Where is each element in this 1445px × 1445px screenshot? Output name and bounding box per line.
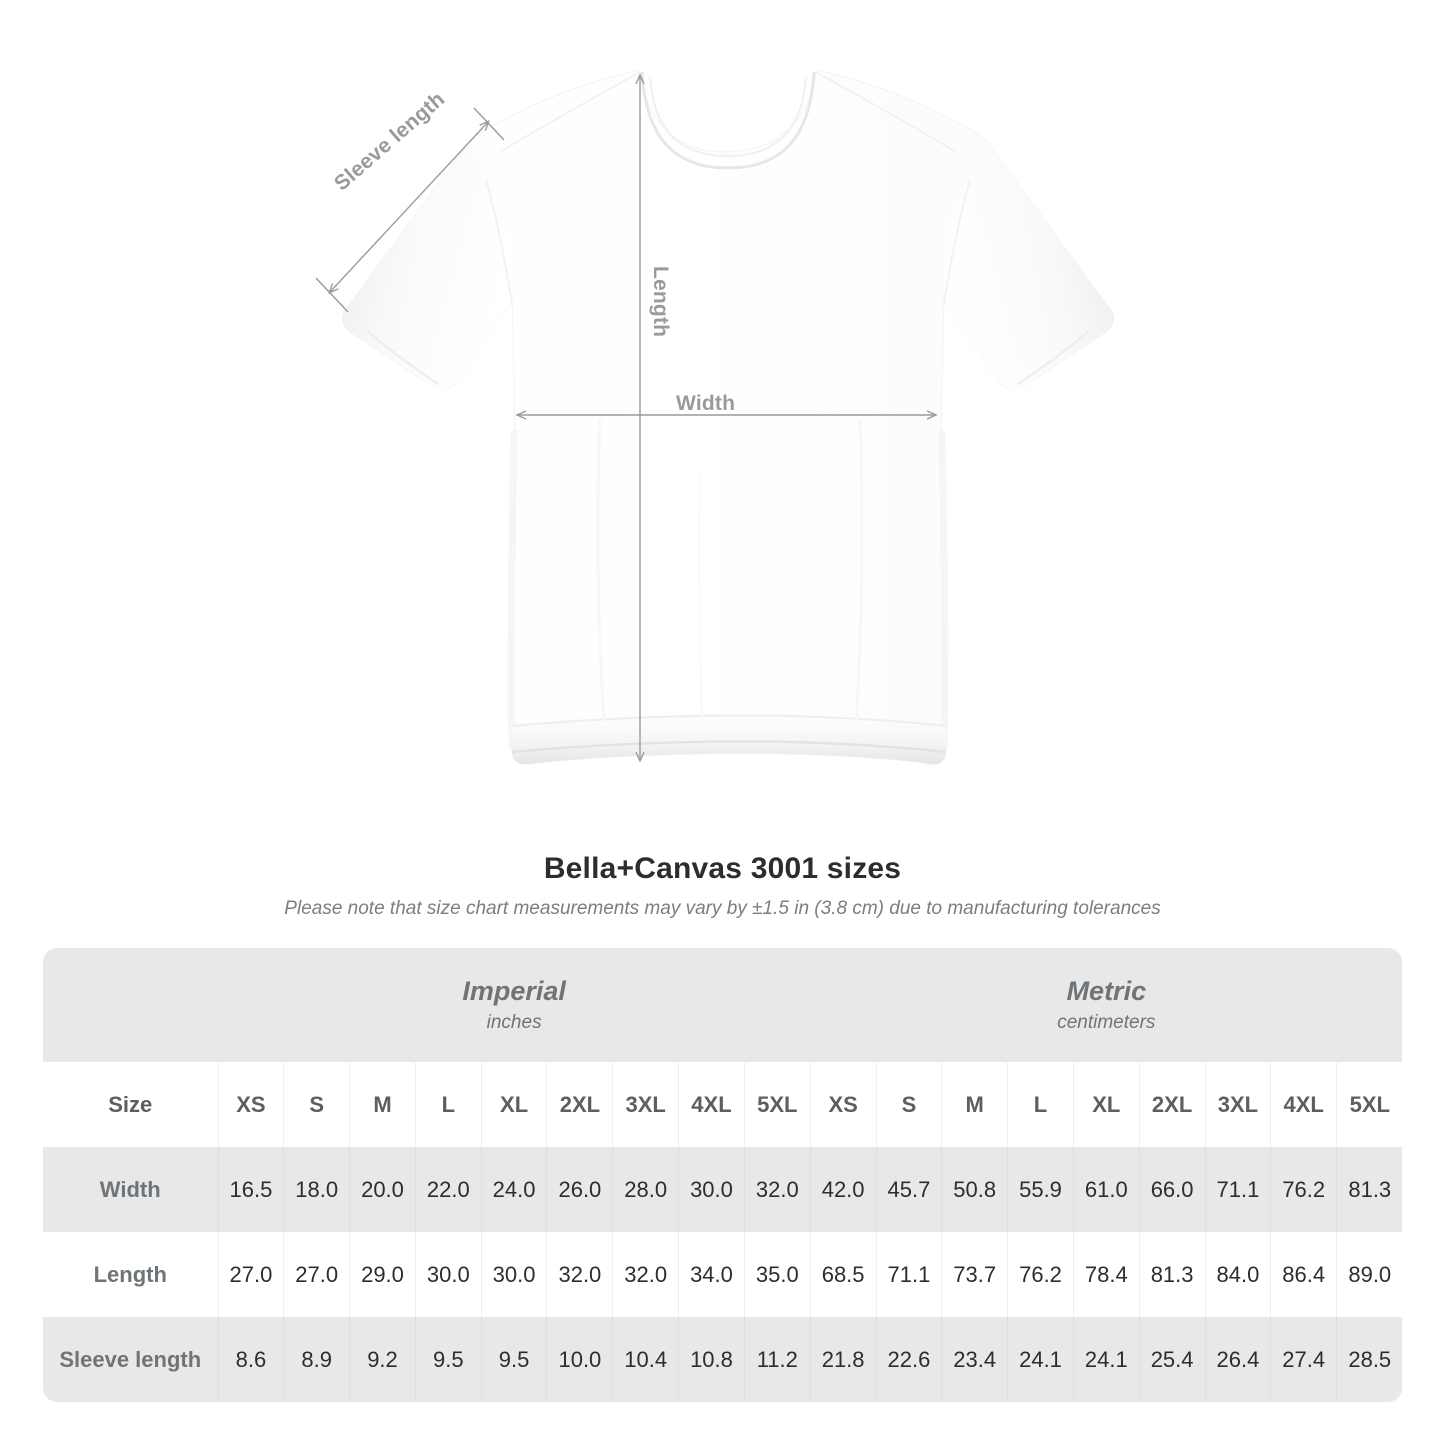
- sleeve-dimension-arrow: [315, 107, 505, 313]
- cell-length: 29.0: [349, 1232, 416, 1317]
- unit-sub-metric: centimeters: [1057, 1011, 1156, 1033]
- cell-width: 71.1: [1204, 1147, 1271, 1232]
- width-annotation-label: Width: [676, 392, 736, 415]
- row-label-sleeve-length: Sleeve length: [43, 1317, 218, 1402]
- table-row: Width 16.5 18.0 20.0 22.0 24.0 26.0 28.0…: [43, 1147, 1403, 1232]
- cell-width: 20.0: [349, 1147, 416, 1232]
- cell-width: 24.0: [480, 1147, 547, 1232]
- cell-sleeve-length: 26.4: [1204, 1317, 1271, 1402]
- size-header-row: Size XS S M L XL 2XL 3XL 4XL 5XL XS S M …: [43, 1062, 1403, 1147]
- cell-sleeve-length: 10.0: [546, 1317, 613, 1402]
- unit-group-row: Imperial inches Metric centimeters: [43, 948, 1403, 1062]
- cell-width: 26.0: [546, 1147, 613, 1232]
- cell-sleeve-length: 9.5: [414, 1317, 482, 1402]
- cell-sleeve-length: 10.4: [612, 1317, 679, 1402]
- cell-length: 27.0: [283, 1232, 350, 1317]
- size-table: Imperial inches Metric centimeters Size …: [43, 948, 1403, 1402]
- cell-length: 76.2: [1007, 1232, 1074, 1317]
- size-header-cell: 4XL: [1270, 1062, 1337, 1147]
- cell-length: 35.0: [743, 1232, 811, 1317]
- size-header-cell: M: [941, 1062, 1008, 1147]
- cell-length: 89.0: [1336, 1232, 1403, 1317]
- size-header-cell: L: [414, 1062, 482, 1147]
- cell-sleeve-length: 9.5: [480, 1317, 547, 1402]
- cell-sleeve-length: 28.5: [1336, 1317, 1403, 1402]
- cell-length: 73.7: [941, 1232, 1008, 1317]
- size-header-cell: 5XL: [1336, 1062, 1403, 1147]
- size-header-cell: 5XL: [743, 1062, 811, 1147]
- cell-sleeve-length: 27.4: [1270, 1317, 1337, 1402]
- table-row: Length 27.0 27.0 29.0 30.0 30.0 32.0 32.…: [43, 1232, 1403, 1317]
- size-header-cell: M: [349, 1062, 416, 1147]
- size-header-cell: XL: [1072, 1062, 1140, 1147]
- cell-sleeve-length: 23.4: [941, 1317, 1008, 1402]
- size-header-cell: 3XL: [1204, 1062, 1271, 1147]
- unit-group-imperial: Imperial inches: [218, 948, 811, 1062]
- tshirt-illustration: Sleeve length Length Width: [315, 69, 1115, 765]
- cell-width: 22.0: [414, 1147, 482, 1232]
- cell-length: 86.4: [1270, 1232, 1337, 1317]
- cell-sleeve-length: 8.9: [283, 1317, 350, 1402]
- cell-sleeve-length: 9.2: [349, 1317, 416, 1402]
- cell-width: 28.0: [612, 1147, 679, 1232]
- unit-band-spacer: [43, 948, 218, 1062]
- cell-width: 76.2: [1270, 1147, 1337, 1232]
- unit-group-metric: Metric centimeters: [810, 948, 1403, 1062]
- cell-width: 81.3: [1336, 1147, 1403, 1232]
- size-header-cell: XL: [480, 1062, 547, 1147]
- cell-width: 42.0: [809, 1147, 877, 1232]
- cell-length: 34.0: [678, 1232, 745, 1317]
- table-row: Sleeve length 8.6 8.9 9.2 9.5 9.5 10.0 1…: [43, 1317, 1403, 1402]
- row-label-width: Width: [43, 1147, 218, 1232]
- unit-sub-imperial: inches: [486, 1011, 542, 1033]
- cell-width: 30.0: [678, 1147, 745, 1232]
- cell-sleeve-length: 21.8: [809, 1317, 877, 1402]
- size-header-cell: XS: [809, 1062, 877, 1147]
- row-label-length: Length: [43, 1232, 218, 1317]
- cell-width: 18.0: [283, 1147, 350, 1232]
- cell-sleeve-length: 24.1: [1072, 1317, 1140, 1402]
- cell-sleeve-length: 10.8: [678, 1317, 745, 1402]
- cell-width: 32.0: [743, 1147, 811, 1232]
- cell-width: 45.7: [875, 1147, 942, 1232]
- cell-sleeve-length: 24.1: [1007, 1317, 1074, 1402]
- cell-length: 30.0: [480, 1232, 547, 1317]
- size-header-cell: 3XL: [612, 1062, 679, 1147]
- tolerance-note: Please note that size chart measurements…: [284, 898, 1161, 919]
- cell-length: 30.0: [414, 1232, 482, 1317]
- cell-length: 78.4: [1072, 1232, 1140, 1317]
- size-header-cell: 2XL: [1138, 1062, 1205, 1147]
- size-header-cell: S: [283, 1062, 350, 1147]
- cell-sleeve-length: 25.4: [1138, 1317, 1205, 1402]
- size-header-cell: XS: [217, 1062, 284, 1147]
- cell-length: 68.5: [809, 1232, 877, 1317]
- cell-sleeve-length: 11.2: [743, 1317, 811, 1402]
- cell-width: 61.0: [1072, 1147, 1140, 1232]
- unit-name-imperial: Imperial: [462, 976, 566, 1007]
- size-header-cell: 4XL: [678, 1062, 745, 1147]
- size-header-cell: S: [875, 1062, 942, 1147]
- cell-sleeve-length: 22.6: [875, 1317, 942, 1402]
- cell-width: 66.0: [1138, 1147, 1205, 1232]
- cell-length: 27.0: [217, 1232, 284, 1317]
- page-title: Bella+Canvas 3001 sizes: [543, 852, 902, 885]
- size-header-label: Size: [43, 1062, 218, 1147]
- cell-width: 50.8: [941, 1147, 1008, 1232]
- size-header-cell: 2XL: [546, 1062, 613, 1147]
- cell-length: 32.0: [546, 1232, 613, 1317]
- cell-width: 16.5: [217, 1147, 284, 1232]
- size-table-container: Imperial inches Metric centimeters Size …: [43, 948, 1403, 1402]
- cell-sleeve-length: 8.6: [217, 1317, 284, 1402]
- cell-length: 71.1: [875, 1232, 942, 1317]
- unit-name-metric: Metric: [1066, 976, 1147, 1007]
- cell-length: 84.0: [1204, 1232, 1271, 1317]
- cell-width: 55.9: [1007, 1147, 1074, 1232]
- tshirt-body-shape: [341, 69, 1115, 765]
- cell-length: 81.3: [1138, 1232, 1205, 1317]
- cell-length: 32.0: [612, 1232, 679, 1317]
- size-header-cell: L: [1007, 1062, 1074, 1147]
- length-annotation-label: Length: [649, 266, 672, 338]
